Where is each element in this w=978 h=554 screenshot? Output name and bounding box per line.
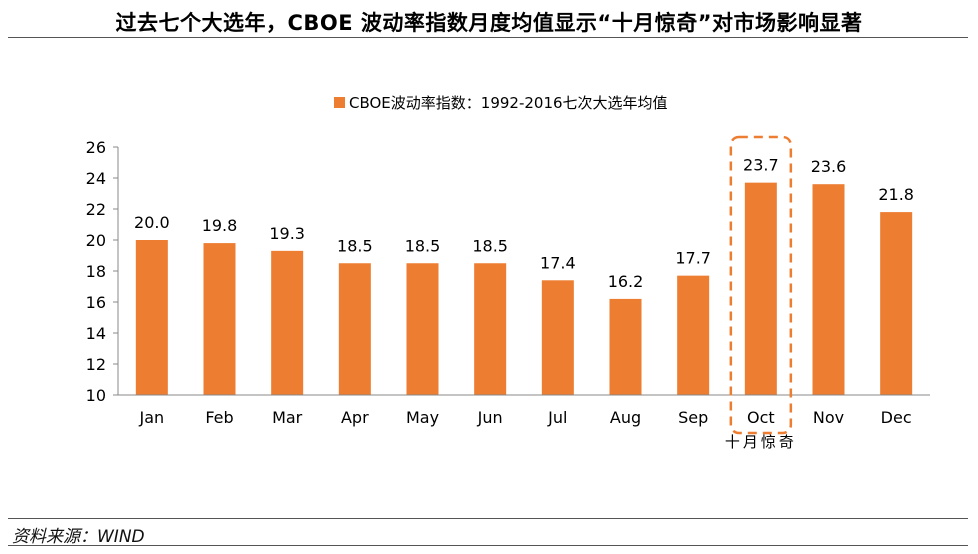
bar-series: 20.0 19.8 19.3 18.5 18.5 18.5 17.4 16.2 17.7 23.7… xyxy=(134,156,914,395)
highlight-annotation: 十月惊奇 xyxy=(725,433,797,451)
report-header: 过去七个大选年，CBOE 波动率指数月度均值显示“十月惊奇”对市场影响显著 xyxy=(0,0,978,40)
legend-swatch xyxy=(334,97,345,108)
x-tick-label: Feb xyxy=(205,408,233,427)
highlight-box xyxy=(729,135,793,435)
october-highlight: 十月惊奇 xyxy=(725,135,797,451)
x-tick-label: Jun xyxy=(477,408,503,427)
source-note: 资料来源：WIND xyxy=(12,527,145,547)
x-tick-label: Aug xyxy=(610,408,641,427)
data-label: 19.3 xyxy=(269,224,305,243)
y-tick-label: 24 xyxy=(86,169,106,188)
bar xyxy=(541,280,574,395)
bar xyxy=(271,250,304,395)
chart-legend: CBOE波动率指数：1992-2016七次大选年均值 xyxy=(334,94,668,112)
y-tick-label: 12 xyxy=(86,355,106,374)
x-tick-label: Apr xyxy=(341,408,369,427)
y-tick-label: 20 xyxy=(86,231,106,250)
x-tick-label: May xyxy=(406,408,439,427)
x-tick-label: Oct xyxy=(747,408,775,427)
x-tick-label: Jan xyxy=(138,408,164,427)
legend-label: CBOE波动率指数：1992-2016七次大选年均值 xyxy=(349,94,668,112)
data-label: 18.5 xyxy=(472,236,508,255)
data-label: 23.7 xyxy=(743,156,779,175)
y-tick-label: 14 xyxy=(86,324,106,343)
data-label: 16.2 xyxy=(608,272,644,291)
y-tick-label: 18 xyxy=(86,262,106,281)
bar-chart: CBOE波动率指数：1992-2016七次大选年均值 10 12 14 16 18 20 2… xyxy=(86,94,930,451)
data-label: 23.6 xyxy=(811,157,847,176)
bar xyxy=(812,184,845,395)
y-tick-label: 10 xyxy=(86,386,106,405)
data-label: 20.0 xyxy=(134,213,170,232)
bar xyxy=(338,263,371,395)
bar xyxy=(474,263,507,395)
x-tick-label: Nov xyxy=(813,408,844,427)
y-tick-label: 26 xyxy=(86,138,106,157)
x-tick-label: Sep xyxy=(678,408,708,427)
x-tick-label: Mar xyxy=(272,408,303,427)
data-label: 19.8 xyxy=(202,216,238,235)
x-tick-label: Jul xyxy=(547,408,567,427)
data-label: 21.8 xyxy=(878,185,914,204)
bar xyxy=(677,275,710,395)
header-divider xyxy=(8,37,968,38)
data-label: 17.4 xyxy=(540,253,576,272)
bar xyxy=(744,182,777,395)
y-tick-label: 22 xyxy=(86,200,106,219)
x-axis: Jan Feb Mar Apr May Jun Jul Aug Sep Oct Nov Dec xyxy=(118,394,930,427)
data-label: 18.5 xyxy=(405,236,441,255)
bar xyxy=(406,263,439,395)
footer-divider-top xyxy=(8,518,968,519)
y-axis: 10 12 14 16 18 20 22 24 26 xyxy=(86,138,119,405)
bar xyxy=(880,212,913,395)
bar xyxy=(203,243,236,395)
bar xyxy=(609,298,642,395)
bar xyxy=(135,240,168,395)
x-tick-label: Dec xyxy=(881,408,912,427)
footer-divider-bottom xyxy=(8,545,968,546)
data-label: 17.7 xyxy=(675,249,711,268)
y-tick-label: 16 xyxy=(86,293,106,312)
chart-title: 过去七个大选年，CBOE 波动率指数月度均值显示“十月惊奇”对市场影响显著 xyxy=(115,11,863,35)
data-label: 18.5 xyxy=(337,236,373,255)
